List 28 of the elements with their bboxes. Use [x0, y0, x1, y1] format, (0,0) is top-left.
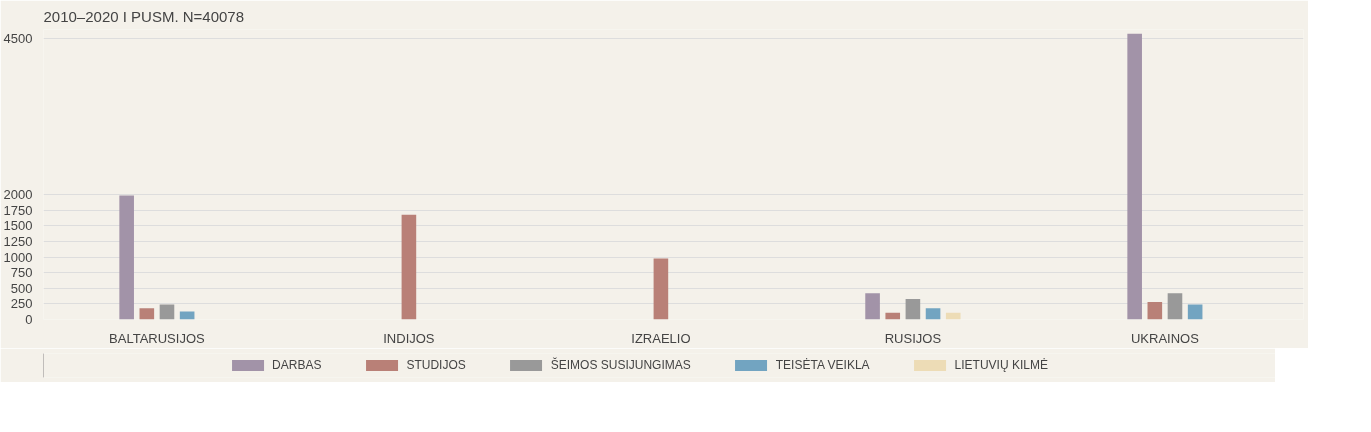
bar — [1167, 293, 1183, 320]
legend-label: STUDIJOS — [406, 358, 466, 372]
legend-label: DARBAS — [272, 358, 322, 372]
x-tick-label: BALTARUSIJOS — [109, 330, 206, 346]
y-tick-label: 1500 — [3, 218, 33, 234]
y-tick-label: 750 — [10, 265, 33, 281]
bar — [139, 308, 155, 320]
bar — [1147, 302, 1163, 320]
x-tick-label: IZRAELIO — [631, 330, 691, 346]
bar — [1127, 33, 1142, 320]
bar — [945, 312, 961, 320]
y-tick-label: 500 — [10, 280, 33, 296]
y-tick-label: 250 — [10, 296, 33, 312]
y-tick-label: 1750 — [3, 202, 33, 218]
y-tick-label: 4500 — [3, 31, 33, 47]
legend-label: TEISĖTA VEIKLA — [775, 358, 870, 372]
x-tick-label: RUSIJOS — [884, 330, 942, 346]
x-tick-label: UKRAINOS — [1130, 330, 1200, 346]
x-tick-label: INDIJOS — [383, 330, 435, 346]
legend-label: ŠEIMOS SUSIJUNGIMAS — [550, 358, 691, 372]
bar — [179, 311, 195, 320]
legend-label: LIETUVIŲ KILMĖ — [954, 358, 1048, 372]
chart-title: 2010–2020 I PUSM. N=40078 — [43, 7, 245, 25]
y-tick-label: 2000 — [3, 187, 33, 203]
bar — [119, 195, 134, 320]
y-tick-label: 1000 — [3, 249, 33, 265]
y-tick-label: 0 — [25, 312, 33, 327]
y-tick-label: 1250 — [3, 234, 33, 250]
